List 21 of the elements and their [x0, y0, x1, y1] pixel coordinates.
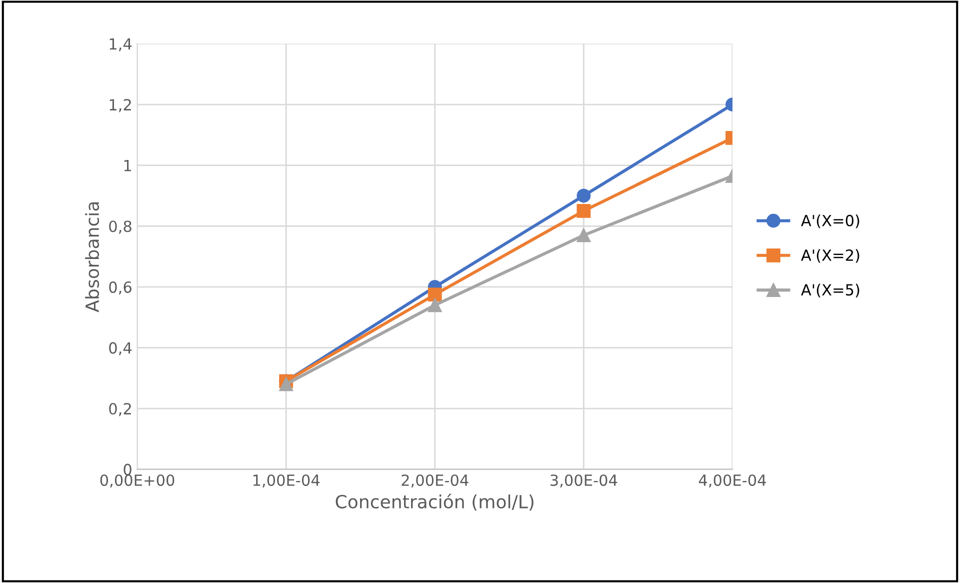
x-tick-label: 0,00E+00	[100, 474, 174, 488]
legend-label: A'(X=2)	[801, 249, 860, 263]
y-axis-title: Absorbancia	[85, 202, 100, 312]
legend-label: A'(X=5)	[801, 284, 860, 298]
legend-label: A'(X=0)	[801, 214, 860, 228]
x-axis-title: Concentración (mol/L)	[336, 494, 534, 511]
point	[428, 288, 442, 302]
x-tick-label: 4,00E-04	[698, 474, 766, 488]
y-tick-label: 1,2	[110, 98, 131, 112]
y-tick-label: 1	[124, 160, 132, 172]
y-tick-label: 0	[124, 464, 132, 476]
x-tick-label: 1,00E-04	[253, 474, 320, 488]
y-tick-label: 0,4	[109, 342, 132, 356]
x-tick-label: 3,00E-04	[550, 474, 618, 488]
y-tick-label: 0,2	[109, 402, 131, 416]
x-tick-label: 2,00E-04	[402, 474, 468, 488]
point	[279, 377, 294, 392]
y-tick-label: 0,8	[109, 220, 132, 234]
point	[428, 298, 442, 312]
y-tick-label: 0,6	[109, 281, 132, 294]
y-tick-label: 1,4	[110, 38, 132, 52]
